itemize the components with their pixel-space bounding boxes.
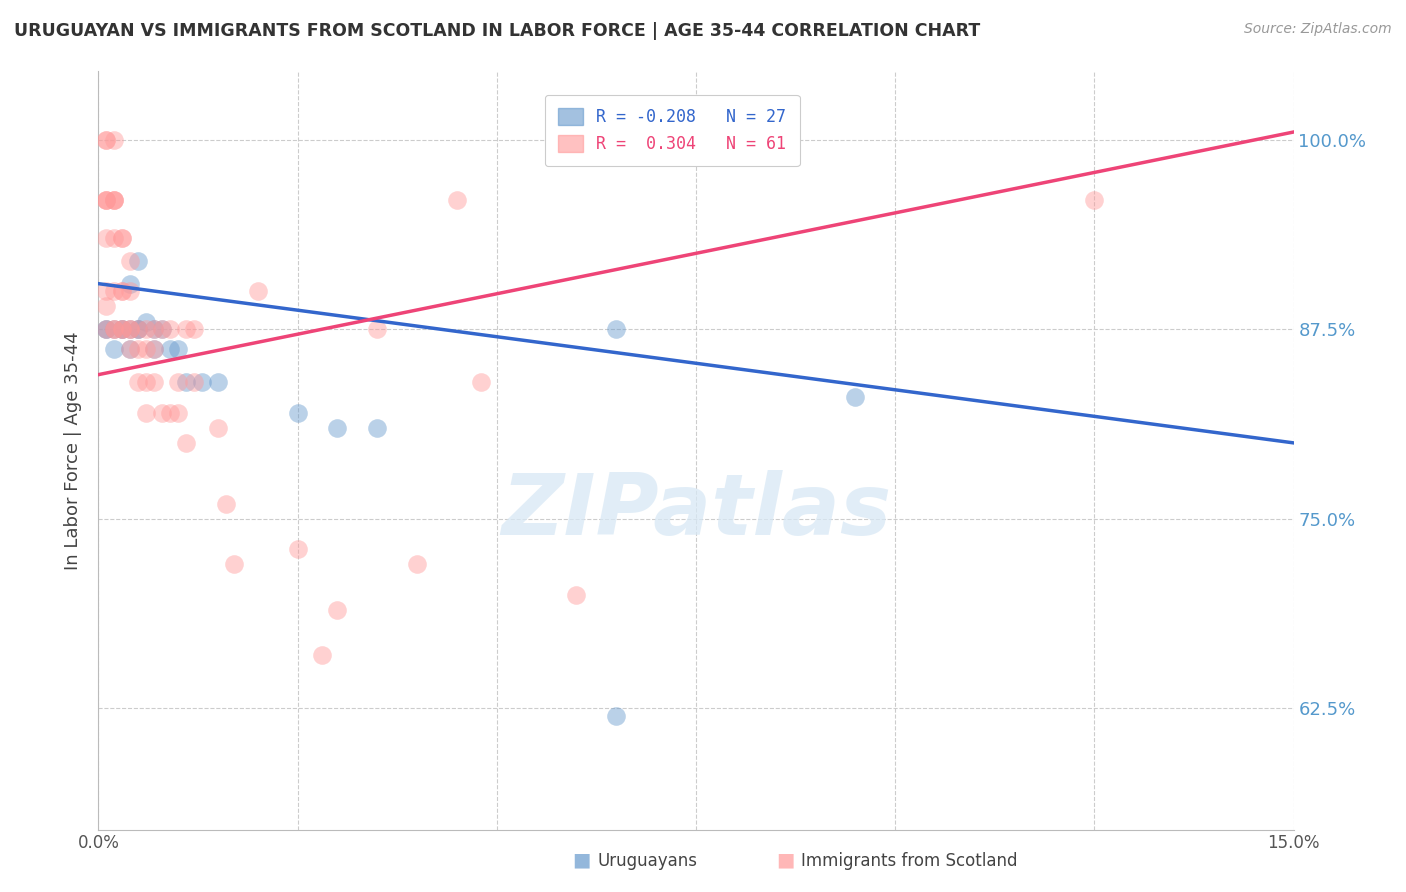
Point bbox=[103, 231, 125, 245]
Point bbox=[183, 322, 205, 336]
Text: ■: ■ bbox=[776, 851, 794, 870]
Point bbox=[120, 342, 142, 356]
Point bbox=[96, 133, 118, 147]
Point bbox=[103, 194, 125, 208]
Point bbox=[96, 194, 118, 208]
Point bbox=[366, 421, 388, 435]
Point bbox=[111, 322, 134, 336]
Point bbox=[159, 406, 181, 420]
Text: Uruguayans: Uruguayans bbox=[598, 852, 697, 870]
Point bbox=[565, 588, 588, 602]
Point bbox=[96, 300, 118, 314]
Point bbox=[1083, 194, 1105, 208]
Point bbox=[143, 322, 166, 336]
Point bbox=[326, 603, 349, 617]
Point bbox=[103, 322, 125, 336]
Point bbox=[96, 322, 118, 336]
Point bbox=[96, 322, 118, 336]
Point bbox=[150, 322, 173, 336]
Point bbox=[844, 391, 866, 405]
Point bbox=[127, 322, 149, 336]
Point bbox=[167, 342, 190, 356]
Point bbox=[446, 194, 468, 208]
Point bbox=[159, 342, 181, 356]
Point bbox=[96, 322, 118, 336]
Point bbox=[191, 376, 214, 390]
Point bbox=[605, 322, 627, 336]
Point bbox=[127, 376, 149, 390]
Point bbox=[135, 406, 157, 420]
Point bbox=[120, 253, 142, 268]
Point bbox=[159, 322, 181, 336]
Point bbox=[120, 322, 142, 336]
Point bbox=[311, 648, 333, 663]
Point bbox=[605, 709, 627, 723]
Point bbox=[111, 285, 134, 299]
Point bbox=[174, 322, 197, 336]
Point bbox=[287, 542, 309, 557]
Point bbox=[103, 322, 125, 336]
Point bbox=[326, 421, 349, 435]
Text: Source: ZipAtlas.com: Source: ZipAtlas.com bbox=[1244, 22, 1392, 37]
Point bbox=[143, 342, 166, 356]
Point bbox=[127, 322, 149, 336]
Point bbox=[120, 285, 142, 299]
Point bbox=[143, 342, 166, 356]
Point bbox=[111, 231, 134, 245]
Text: URUGUAYAN VS IMMIGRANTS FROM SCOTLAND IN LABOR FORCE | AGE 35-44 CORRELATION CHA: URUGUAYAN VS IMMIGRANTS FROM SCOTLAND IN… bbox=[14, 22, 980, 40]
Legend: R = -0.208   N = 27, R =  0.304   N = 61: R = -0.208 N = 27, R = 0.304 N = 61 bbox=[544, 95, 800, 166]
Point bbox=[470, 376, 492, 390]
Point bbox=[174, 436, 197, 450]
Point bbox=[143, 322, 166, 336]
Point bbox=[366, 322, 388, 336]
Point bbox=[135, 376, 157, 390]
Point bbox=[127, 322, 149, 336]
Point bbox=[143, 376, 166, 390]
Point bbox=[103, 194, 125, 208]
Point bbox=[96, 194, 118, 208]
Point bbox=[167, 406, 190, 420]
Point bbox=[120, 277, 142, 291]
Point bbox=[167, 376, 190, 390]
Y-axis label: In Labor Force | Age 35-44: In Labor Force | Age 35-44 bbox=[65, 331, 83, 570]
Point bbox=[183, 376, 205, 390]
Point bbox=[111, 285, 134, 299]
Point bbox=[135, 315, 157, 329]
Point bbox=[103, 133, 125, 147]
Point bbox=[135, 342, 157, 356]
Text: ■: ■ bbox=[572, 851, 591, 870]
Point bbox=[287, 406, 309, 420]
Point bbox=[150, 322, 173, 336]
Point bbox=[150, 406, 173, 420]
Point bbox=[120, 342, 142, 356]
Point bbox=[103, 342, 125, 356]
Point bbox=[120, 322, 142, 336]
Point bbox=[207, 421, 229, 435]
Point bbox=[111, 322, 134, 336]
Point bbox=[96, 194, 118, 208]
Point bbox=[246, 285, 269, 299]
Point bbox=[111, 322, 134, 336]
Text: Immigrants from Scotland: Immigrants from Scotland bbox=[801, 852, 1018, 870]
Point bbox=[207, 376, 229, 390]
Point bbox=[127, 342, 149, 356]
Point bbox=[120, 322, 142, 336]
Point bbox=[96, 133, 118, 147]
Text: ZIPatlas: ZIPatlas bbox=[501, 469, 891, 553]
Point bbox=[406, 558, 429, 572]
Point bbox=[96, 231, 118, 245]
Point bbox=[174, 376, 197, 390]
Point bbox=[96, 285, 118, 299]
Point bbox=[111, 231, 134, 245]
Point bbox=[103, 322, 125, 336]
Point bbox=[111, 322, 134, 336]
Point bbox=[103, 194, 125, 208]
Point bbox=[215, 497, 238, 511]
Point bbox=[222, 558, 245, 572]
Point bbox=[135, 322, 157, 336]
Point bbox=[103, 285, 125, 299]
Point bbox=[127, 253, 149, 268]
